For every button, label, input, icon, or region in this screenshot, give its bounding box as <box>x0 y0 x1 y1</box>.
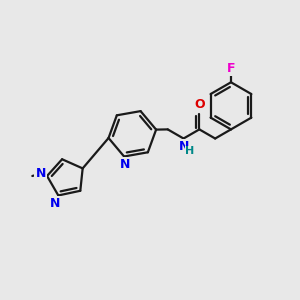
Text: H: H <box>185 146 195 157</box>
Text: N: N <box>120 158 131 171</box>
Text: O: O <box>194 98 205 111</box>
Text: F: F <box>227 61 235 75</box>
Text: N: N <box>179 140 189 153</box>
Text: N: N <box>50 197 61 210</box>
Text: N: N <box>35 167 46 179</box>
